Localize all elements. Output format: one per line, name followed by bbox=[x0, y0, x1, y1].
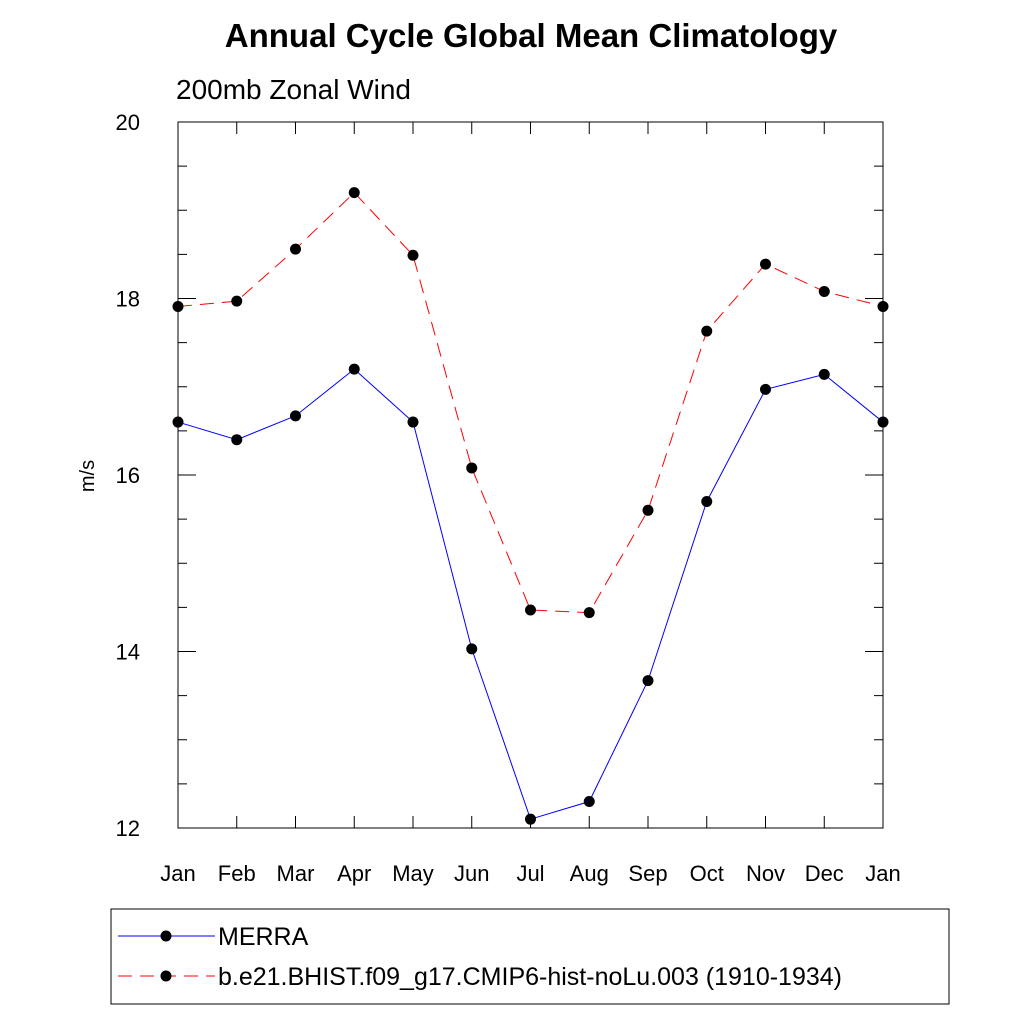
x-tick-label: Mar bbox=[277, 861, 315, 886]
x-tick-labels: Jan Feb Mar Apr May Jun Jul Aug Sep Oct Nov Dec Jan bbox=[160, 861, 900, 886]
series-1-point bbox=[760, 383, 771, 395]
x-tick-label: Feb bbox=[218, 861, 256, 886]
x-tick-label: Sep bbox=[628, 861, 667, 886]
y-tick-label: 14 bbox=[116, 640, 140, 665]
series-1-point bbox=[818, 368, 830, 380]
y-tick-label: 16 bbox=[116, 463, 140, 488]
series-2-point bbox=[231, 295, 243, 307]
series-1-point bbox=[877, 416, 889, 428]
x-tick-label: Jan bbox=[865, 861, 900, 886]
series-lines bbox=[177, 191, 884, 820]
y-tick-label: 12 bbox=[116, 816, 140, 841]
x-tick-label: Jan bbox=[160, 861, 195, 886]
series-2-point bbox=[701, 325, 713, 337]
series-2-point bbox=[760, 258, 771, 270]
x-tick-label: Oct bbox=[690, 861, 724, 886]
x-tick-label: Jun bbox=[454, 861, 489, 886]
series-1-point bbox=[407, 416, 419, 428]
series-2-point bbox=[172, 300, 184, 312]
x-tick-label: Apr bbox=[337, 861, 371, 886]
series-1-point bbox=[231, 434, 243, 446]
x-tick-label: Dec bbox=[805, 861, 844, 886]
series-2-point bbox=[818, 285, 830, 297]
legend-marker-2 bbox=[160, 970, 172, 982]
series-1-point bbox=[701, 495, 713, 507]
legend: MERRA b.e21.BHIST.f09_g17.CMIP6-hist-noLu… bbox=[118, 923, 842, 991]
series-1-point bbox=[466, 643, 478, 655]
series-2-point bbox=[583, 607, 595, 619]
chart-subtitle: 200mb Zonal Wind bbox=[176, 74, 411, 105]
x-tick-label: May bbox=[392, 861, 434, 886]
series-2-point bbox=[290, 243, 301, 255]
x-tick-label: Aug bbox=[570, 861, 609, 886]
series-line-2 bbox=[177, 191, 884, 614]
legend-label-2: b.e21.BHIST.f09_g17.CMIP6-hist-noLu.003 … bbox=[218, 963, 842, 991]
series-2-point bbox=[466, 462, 478, 474]
x-tick-label: Jul bbox=[516, 861, 544, 886]
series-1-point bbox=[348, 363, 360, 375]
legend-label-1: MERRA bbox=[218, 923, 309, 951]
series-1-point bbox=[172, 416, 184, 428]
series-2-point bbox=[525, 604, 536, 616]
series-line-1 bbox=[177, 368, 884, 820]
series-2-point bbox=[642, 504, 654, 516]
series-1-point bbox=[583, 796, 595, 808]
legend-box bbox=[110, 908, 950, 1005]
series-1-point bbox=[642, 675, 654, 687]
legend-marker-1 bbox=[160, 930, 172, 942]
y-axis-label: m/s bbox=[77, 460, 99, 492]
series-1-point bbox=[290, 410, 301, 422]
y-tick-label: 20 bbox=[116, 110, 140, 135]
axis-ticks bbox=[177, 121, 884, 829]
series-2-point bbox=[407, 249, 419, 261]
series-1-point bbox=[525, 813, 536, 825]
chart-title: Annual Cycle Global Mean Climatology bbox=[225, 17, 838, 54]
plot-frame bbox=[177, 121, 884, 829]
series-2-point bbox=[348, 187, 360, 199]
series-points bbox=[172, 187, 889, 825]
y-tick-labels: 12 14 16 18 20 bbox=[116, 110, 140, 841]
x-tick-label: Nov bbox=[746, 861, 785, 886]
series-2-point bbox=[877, 300, 889, 312]
y-tick-label: 18 bbox=[116, 287, 140, 312]
